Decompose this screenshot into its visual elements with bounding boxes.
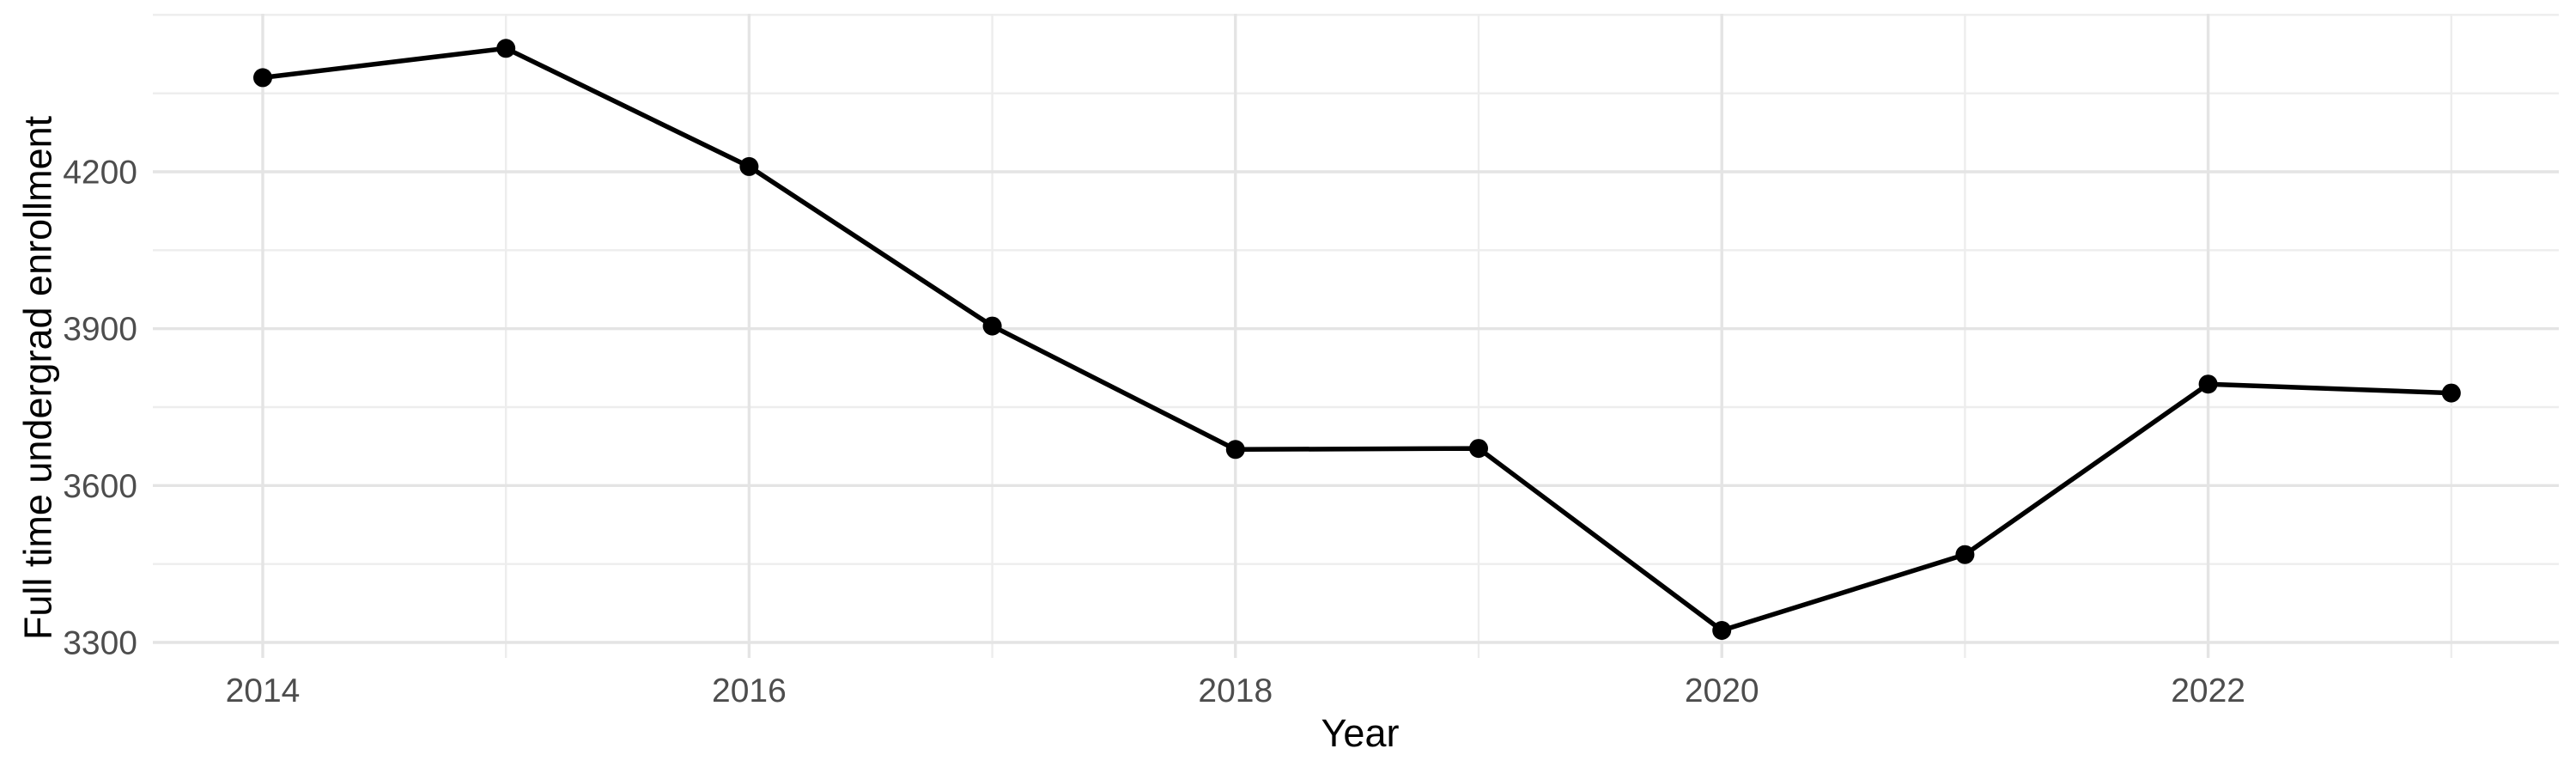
data-point-2017: [982, 316, 1002, 336]
data-line: [262, 46, 2451, 633]
data-point-2023: [2441, 383, 2461, 403]
x-tick-label-2016: 2016: [712, 673, 787, 709]
data-point-2019: [1469, 439, 1488, 459]
data-point-2020: [1712, 621, 1732, 640]
data-point-2015: [496, 39, 516, 58]
y-tick-label-3600: 3600: [63, 468, 137, 505]
x-tick-label-2018: 2018: [1198, 673, 1273, 709]
y-tick-label-3300: 3300: [63, 625, 137, 662]
y-tick-label-4200: 4200: [63, 155, 137, 192]
x-axis-title: Year: [1321, 711, 1400, 755]
x-tick-label-2022: 2022: [2171, 673, 2245, 709]
data-point-2022: [2198, 374, 2218, 394]
y-axis-title: Full time undergrad enrollment: [15, 115, 60, 641]
y-tick-label-3900: 3900: [63, 311, 137, 348]
data-point-2016: [739, 156, 759, 176]
x-tick-label-2020: 2020: [1685, 673, 1759, 709]
data-point-2018: [1225, 440, 1245, 460]
data-point-2021: [1955, 545, 1975, 564]
data-point-2014: [253, 68, 272, 88]
x-tick-label-2014: 2014: [226, 673, 301, 709]
